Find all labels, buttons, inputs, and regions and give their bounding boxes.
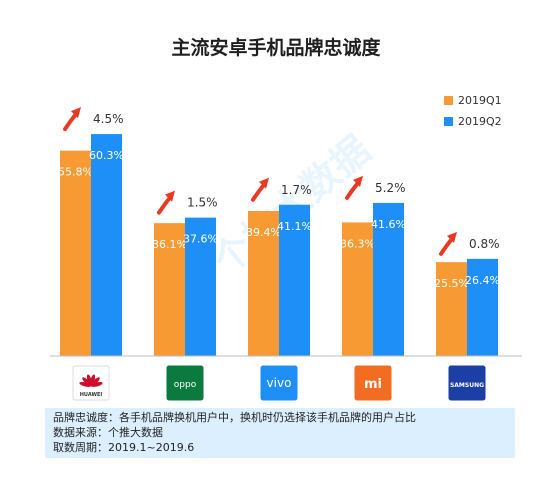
- bar-2019q1: [154, 223, 185, 356]
- brand-logo-huawei: HUAWEI: [72, 365, 110, 401]
- mi-logo-icon: mi: [363, 373, 383, 393]
- bar-group-samsung: 25.5%26.4% 0.8%: [434, 231, 500, 356]
- footnote-source: 数据来源：个推大数据: [53, 426, 163, 439]
- legend-label-2019q1: 2019Q1: [458, 94, 502, 107]
- bar-label-2019q1: 36.1%: [152, 238, 187, 251]
- bar-label-2019q2: 60.3%: [89, 149, 124, 162]
- bar-label-2019q2: 41.1%: [277, 220, 312, 233]
- footnote-definition: 品牌忠诚度：各手机品牌换机用户中，换机时仍选择该手机品牌的用户占比: [53, 411, 416, 424]
- delta-label: 1.7%: [281, 183, 312, 197]
- bar-label-2019q1: 55.8%: [58, 166, 93, 179]
- delta-label: 0.8%: [469, 237, 500, 251]
- up-arrow-icon: [439, 231, 457, 256]
- svg-text:HUAWEI: HUAWEI: [80, 392, 103, 398]
- bar-group-mi: 36.3% 41.6% 5.2%: [340, 175, 406, 356]
- bar-label-2019q1: 25.5%: [434, 277, 469, 290]
- up-arrow-icon: [157, 190, 175, 215]
- up-arrow-icon: [63, 107, 81, 132]
- bar-2019q2: [467, 258, 498, 356]
- legend-label-2019q2: 2019Q2: [458, 115, 502, 128]
- bar-label-2019q2: 26.4%: [465, 274, 500, 287]
- samsung-logo-icon: SAMSUNG: [450, 382, 484, 389]
- bar-2019q1: [436, 262, 467, 356]
- bar-2019q2: [185, 217, 216, 356]
- bar-2019q2: [91, 134, 122, 356]
- bar-label-2019q2: 41.6%: [371, 218, 406, 231]
- up-arrow-icon: [345, 175, 363, 200]
- oppo-logo-icon: oppo: [174, 380, 197, 390]
- brand-logo-oppo: oppo: [166, 365, 204, 401]
- bar-label-2019q2: 37.6%: [183, 233, 218, 246]
- bar-2019q2: [373, 202, 404, 356]
- vivo-logo-icon: vivo: [267, 376, 292, 390]
- logo-tile: [448, 365, 486, 401]
- bar-2019q1: [60, 150, 91, 356]
- up-arrow-icon: [251, 177, 269, 202]
- logo-tile: [166, 365, 204, 401]
- bar-2019q1: [342, 222, 373, 356]
- bar-label-2019q1: 39.4%: [246, 226, 281, 239]
- footnote-period: 取数周期：2019.1~2019.6: [53, 441, 195, 454]
- bar-label-2019q1: 36.3%: [340, 237, 375, 250]
- delta-label: 5.2%: [375, 181, 406, 195]
- delta-label: 4.5%: [93, 112, 124, 126]
- footnote: 品牌忠诚度：各手机品牌换机用户中，换机时仍选择该手机品牌的用户占比 数据来源：个…: [45, 408, 515, 458]
- huawei-petal-icon: HUAWEI: [79, 374, 103, 398]
- brand-logo-samsung: SAMSUNG: [448, 365, 486, 401]
- svg-text:oppo: oppo: [174, 380, 197, 390]
- brand-logo-vivo: vivo: [260, 365, 298, 401]
- brand-logo-mi: mi: [354, 365, 392, 401]
- bar-group-oppo: 36.1%37.6% 1.5%: [152, 190, 218, 356]
- svg-text:mi: mi: [364, 377, 382, 392]
- logo-tile: [260, 365, 298, 401]
- svg-text:SAMSUNG: SAMSUNG: [450, 382, 484, 389]
- bar-2019q2: [279, 204, 310, 356]
- bar-group-vivo: 39.4%41.1% 1.7%: [246, 177, 312, 356]
- bar-2019q1: [248, 211, 279, 356]
- delta-label: 1.5%: [187, 196, 218, 210]
- svg-text:vivo: vivo: [267, 376, 292, 390]
- chart-title: 主流安卓手机品牌忠诚度: [171, 36, 381, 59]
- bar-group-huawei: 55.8% 60.3% 4.5%: [58, 107, 124, 356]
- legend-swatch-2019q2: [444, 117, 453, 126]
- legend-swatch-2019q1: [444, 96, 453, 105]
